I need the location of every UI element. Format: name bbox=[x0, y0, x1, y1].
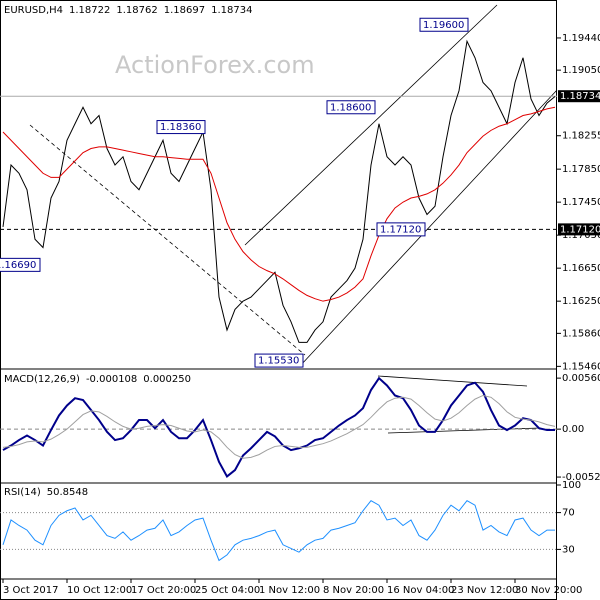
annotation-label: 1.16690 bbox=[0, 260, 36, 271]
y-tick-label: 1.18255 bbox=[562, 131, 600, 142]
watermark: ActionForex.com bbox=[115, 51, 315, 79]
x-tick-label: 17 Oct 20:00 bbox=[131, 585, 196, 596]
readout-value: 1.18697 bbox=[164, 5, 205, 16]
y-tick-label: 0.00 bbox=[562, 424, 584, 435]
annotation-box bbox=[376, 222, 426, 237]
x-tick-label: 3 Oct 2017 bbox=[3, 585, 58, 596]
readout-value: 0.000250 bbox=[143, 374, 191, 385]
price-badge-label: 1.17120 bbox=[560, 224, 600, 235]
annotation-box bbox=[0, 257, 41, 272]
chart-title: EURUSD,H4 bbox=[4, 5, 63, 16]
trend-line bbox=[29, 124, 306, 356]
y-tick-label: 1.19440 bbox=[562, 33, 600, 44]
series-line bbox=[2, 376, 555, 478]
y-tick-label: 100 bbox=[562, 480, 581, 491]
chart-title: MACD(12,26,9) bbox=[4, 374, 80, 385]
y-tick-label: 1.17450 bbox=[562, 197, 600, 208]
series-line bbox=[2, 39, 556, 343]
readout-value: 1.18762 bbox=[116, 5, 157, 16]
x-tick-label: 23 Nov 12:00 bbox=[451, 585, 518, 596]
y-tick-label: 1.17850 bbox=[562, 164, 600, 175]
x-tick-label: 1 Nov 12:00 bbox=[259, 585, 320, 596]
y-tick-label: 1.15460 bbox=[562, 361, 600, 372]
x-tick-label: 16 Nov 04:00 bbox=[387, 585, 454, 596]
price-badge bbox=[558, 90, 600, 103]
y-tick-label: 0.005607 bbox=[562, 373, 600, 384]
annotation-label: 1.19600 bbox=[423, 20, 464, 31]
series-line bbox=[2, 499, 555, 562]
trend-line bbox=[377, 375, 528, 387]
trend-line bbox=[299, 89, 558, 367]
annotation-label: 1.18360 bbox=[160, 122, 201, 133]
y-tick-label: 1.15860 bbox=[562, 328, 600, 339]
annotation-label: 1.18600 bbox=[330, 102, 371, 113]
annotation-label: 1.17120 bbox=[380, 224, 421, 235]
y-tick-label: 1.17050 bbox=[562, 230, 600, 241]
price-badge-label: 1.18734 bbox=[560, 91, 600, 102]
x-tick-label: 30 Nov 20:00 bbox=[515, 585, 582, 596]
chart-title: RSI(14) bbox=[4, 487, 41, 498]
annotation-box bbox=[254, 353, 304, 368]
y-tick-label: 30 bbox=[562, 544, 575, 555]
readout-value: -0.000108 bbox=[86, 374, 137, 385]
series-line bbox=[2, 394, 556, 459]
readout-value: 1.18734 bbox=[211, 5, 252, 16]
annotation-box bbox=[156, 120, 206, 135]
y-tick-label: 1.16650 bbox=[562, 263, 600, 274]
readout-value: 50.8548 bbox=[47, 487, 88, 498]
series-line bbox=[2, 106, 556, 302]
y-tick-label: 1.19050 bbox=[562, 65, 600, 76]
price-badge bbox=[558, 223, 600, 236]
x-tick-label: 8 Nov 20:00 bbox=[323, 585, 384, 596]
trend-line bbox=[244, 4, 498, 246]
y-tick-label: -0.005267 bbox=[562, 472, 600, 483]
x-tick-label: 10 Oct 12:00 bbox=[67, 585, 132, 596]
y-tick-label: 70 bbox=[562, 508, 575, 519]
annotation-label: 1.15530 bbox=[258, 356, 299, 367]
y-tick-label: 1.16250 bbox=[562, 296, 600, 307]
annotation-box bbox=[326, 100, 376, 115]
annotation-box bbox=[419, 17, 469, 32]
plot-frame bbox=[0, 0, 557, 600]
x-tick-label: 25 Oct 04:00 bbox=[195, 585, 260, 596]
readout-value: 1.18722 bbox=[69, 5, 110, 16]
